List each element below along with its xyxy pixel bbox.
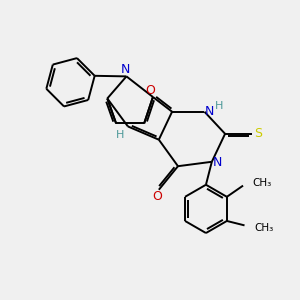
Text: N: N: [205, 105, 214, 118]
Text: N: N: [212, 156, 222, 169]
Text: CH₃: CH₃: [252, 178, 271, 188]
Text: O: O: [145, 84, 155, 97]
Text: CH₃: CH₃: [254, 223, 273, 233]
Text: S: S: [254, 127, 262, 140]
Text: O: O: [152, 190, 162, 203]
Text: H: H: [215, 101, 224, 111]
Text: N: N: [120, 63, 130, 76]
Text: H: H: [116, 130, 124, 140]
